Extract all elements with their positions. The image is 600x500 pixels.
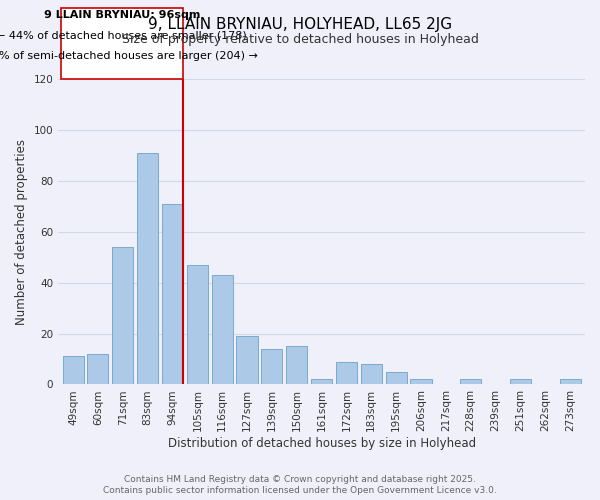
Bar [560, 380, 581, 384]
Text: ← 44% of detached houses are smaller (178): ← 44% of detached houses are smaller (17… [0, 30, 247, 40]
FancyBboxPatch shape [61, 8, 183, 79]
Text: 9, LLAIN BRYNIAU, HOLYHEAD, LL65 2JG: 9, LLAIN BRYNIAU, HOLYHEAD, LL65 2JG [148, 18, 452, 32]
Bar [361, 364, 382, 384]
Bar [262, 349, 283, 384]
Bar [510, 380, 531, 384]
Text: Contains public sector information licensed under the Open Government Licence v3: Contains public sector information licen… [103, 486, 497, 495]
X-axis label: Distribution of detached houses by size in Holyhead: Distribution of detached houses by size … [167, 437, 476, 450]
Y-axis label: Number of detached properties: Number of detached properties [15, 138, 28, 324]
Text: Size of property relative to detached houses in Holyhead: Size of property relative to detached ho… [122, 32, 478, 46]
Bar [336, 362, 357, 384]
Bar [236, 336, 257, 384]
Bar [212, 275, 233, 384]
Bar [286, 346, 307, 385]
Bar [187, 265, 208, 384]
Bar [410, 380, 431, 384]
Bar [162, 204, 183, 384]
Text: 9 LLAIN BRYNIAU: 96sqm: 9 LLAIN BRYNIAU: 96sqm [44, 10, 200, 20]
Text: Contains HM Land Registry data © Crown copyright and database right 2025.: Contains HM Land Registry data © Crown c… [124, 475, 476, 484]
Bar [62, 356, 83, 384]
Bar [386, 372, 407, 384]
Bar [311, 380, 332, 384]
Bar [88, 354, 109, 384]
Text: 51% of semi-detached houses are larger (204) →: 51% of semi-detached houses are larger (… [0, 51, 258, 61]
Bar [112, 247, 133, 384]
Bar [137, 153, 158, 384]
Bar [460, 380, 481, 384]
